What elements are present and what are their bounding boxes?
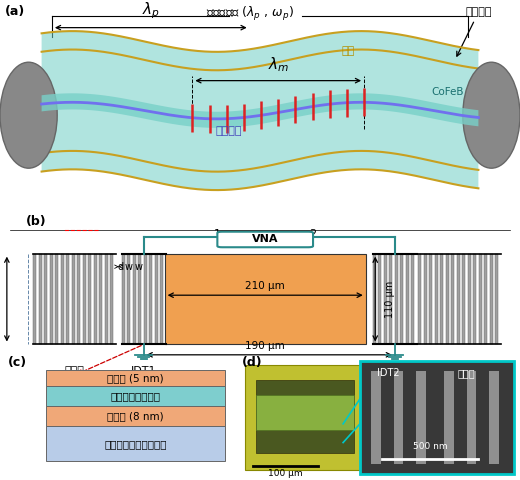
Text: 1: 1 [214, 229, 221, 240]
Text: IDT1: IDT1 [131, 367, 157, 376]
Text: $\lambda_p$: $\lambda_p$ [142, 0, 160, 21]
Bar [165, 254, 366, 345]
Bar [496, 254, 498, 345]
Text: CoFeB: CoFeB [432, 87, 464, 97]
Ellipse shape [0, 62, 57, 168]
Bar [406, 254, 409, 345]
Text: 反射器: 反射器 [64, 367, 84, 376]
Text: IDT2: IDT2 [382, 367, 408, 376]
Bar [394, 372, 404, 464]
Text: 磁性体層: 磁性体層 [457, 7, 492, 56]
Bar [99, 254, 102, 345]
Bar [127, 254, 130, 345]
Bar [154, 254, 158, 345]
Bar [144, 254, 147, 345]
Bar [490, 254, 492, 345]
FancyBboxPatch shape [217, 232, 313, 247]
Bar [466, 372, 476, 464]
Bar [50, 254, 53, 345]
Text: 2: 2 [309, 229, 317, 240]
Text: 100 μm: 100 μm [268, 469, 303, 478]
Bar [138, 254, 141, 345]
Bar [61, 254, 63, 345]
Text: スピン波: スピン波 [216, 126, 242, 136]
Text: 音波: 音波 [342, 46, 355, 56]
Bar [479, 254, 482, 345]
Polygon shape [42, 31, 478, 190]
Text: VNA: VNA [252, 234, 278, 244]
Text: 反射器: 反射器 [458, 368, 475, 378]
Bar [411, 254, 414, 345]
Bar [400, 254, 403, 345]
Bar [389, 254, 392, 345]
Text: ニオブ酸リチウム基板: ニオブ酸リチウム基板 [105, 439, 167, 449]
Text: (a): (a) [5, 5, 25, 18]
Text: d: d [118, 262, 124, 272]
Bar [105, 254, 108, 345]
Bar [55, 254, 58, 345]
Bar [360, 361, 514, 474]
Bar [160, 254, 163, 345]
Bar [446, 254, 449, 345]
Text: 500 nm: 500 nm [413, 442, 447, 451]
Bar [256, 380, 354, 453]
Text: 音響共振器 ($\lambda_p$ , $\omega_p$): 音響共振器 ($\lambda_p$ , $\omega_p$) [206, 5, 293, 23]
Bar [484, 254, 487, 345]
Text: IDT2: IDT2 [376, 368, 399, 378]
Bar [462, 254, 465, 345]
Text: 110 μm: 110 μm [385, 280, 395, 318]
Bar [33, 254, 36, 345]
Bar [435, 254, 438, 345]
Bar [473, 254, 476, 345]
Bar [149, 254, 152, 345]
Bar [46, 426, 225, 461]
Bar [46, 386, 225, 407]
Bar [430, 254, 432, 345]
Text: 190 μm: 190 μm [245, 341, 285, 351]
Bar [133, 254, 136, 345]
Bar [440, 254, 443, 345]
Bar [379, 254, 381, 345]
Text: $\lambda_m$: $\lambda_m$ [267, 55, 289, 74]
Bar [83, 254, 86, 345]
Bar [44, 254, 47, 345]
Bar [88, 254, 91, 345]
Text: (b): (b) [26, 215, 47, 228]
Bar [46, 407, 225, 426]
Bar [416, 372, 426, 464]
Bar [373, 254, 376, 345]
Bar [94, 254, 97, 345]
Bar [468, 254, 471, 345]
Bar [110, 254, 113, 345]
Bar [451, 254, 454, 345]
Bar [77, 254, 80, 345]
Bar [245, 365, 374, 470]
Bar [46, 370, 225, 386]
Bar [371, 372, 381, 464]
Bar [38, 254, 42, 345]
Text: w: w [125, 262, 133, 272]
Text: (c): (c) [7, 357, 27, 370]
Polygon shape [42, 93, 478, 128]
Text: 210 μm: 210 μm [245, 281, 285, 291]
Text: コバルト鉄ボロン: コバルト鉄ボロン [111, 391, 161, 401]
Text: (d): (d) [242, 357, 263, 370]
Bar [395, 254, 398, 345]
Bar [489, 372, 499, 464]
Text: w: w [134, 262, 142, 272]
Ellipse shape [463, 62, 520, 168]
Bar [424, 254, 427, 345]
Bar [444, 372, 454, 464]
Text: チタン (5 nm): チタン (5 nm) [107, 373, 164, 384]
Bar [256, 395, 354, 430]
Bar [66, 254, 69, 345]
Bar [72, 254, 74, 345]
Bar [122, 254, 125, 345]
Text: チタン (8 nm): チタン (8 nm) [107, 411, 164, 421]
Text: 反射器: 反射器 [450, 367, 470, 376]
Bar [384, 254, 387, 345]
Bar [418, 254, 421, 345]
Bar [457, 254, 460, 345]
